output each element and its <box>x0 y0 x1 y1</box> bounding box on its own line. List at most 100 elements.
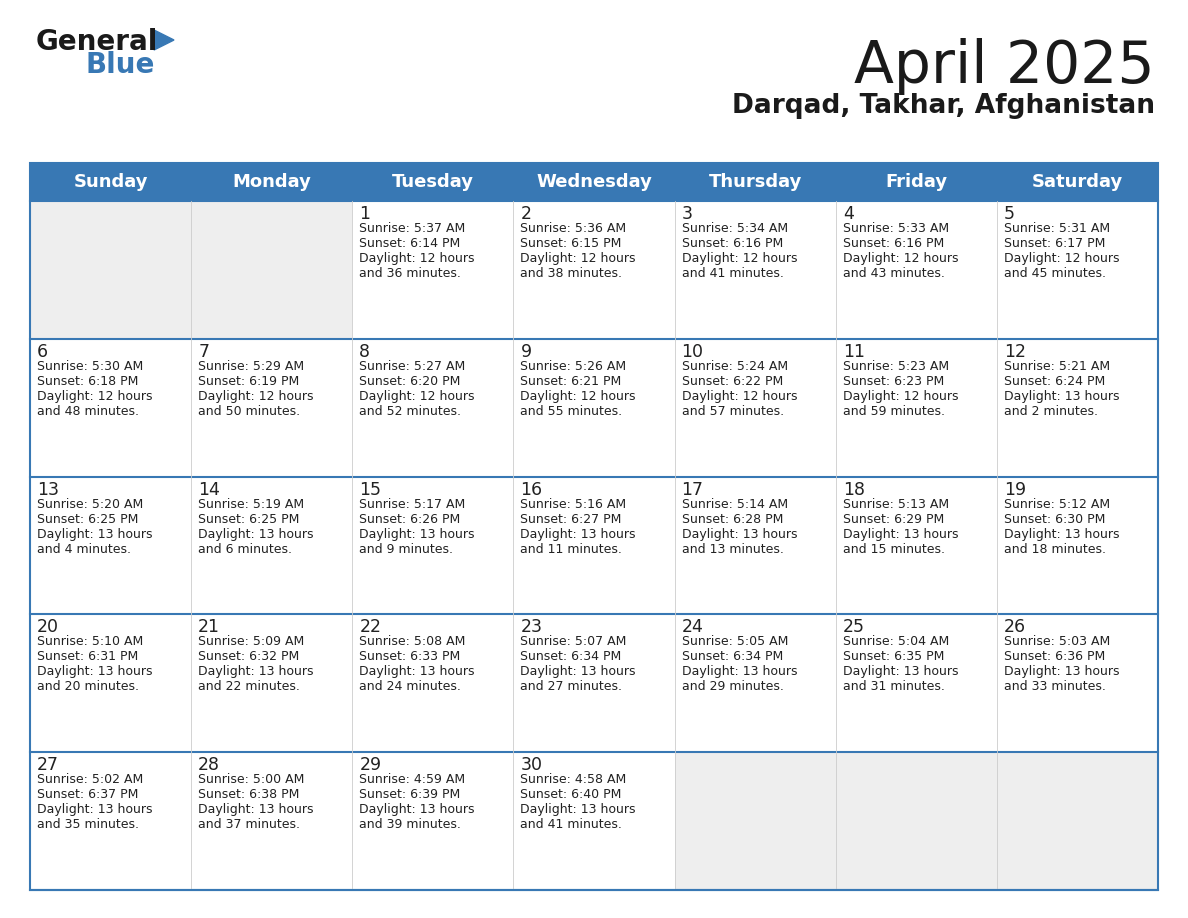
Text: Sunrise: 5:26 AM: Sunrise: 5:26 AM <box>520 360 626 373</box>
Bar <box>353 476 513 614</box>
Text: Sunset: 6:39 PM: Sunset: 6:39 PM <box>359 789 461 801</box>
Text: Sunset: 6:16 PM: Sunset: 6:16 PM <box>842 237 944 250</box>
Text: 24: 24 <box>682 619 703 636</box>
Bar <box>30 614 191 752</box>
Text: Daylight: 13 hours: Daylight: 13 hours <box>520 528 636 541</box>
Text: and 4 minutes.: and 4 minutes. <box>37 543 131 555</box>
Text: and 13 minutes.: and 13 minutes. <box>682 543 783 555</box>
Text: and 15 minutes.: and 15 minutes. <box>842 543 944 555</box>
Bar <box>30 201 191 339</box>
Bar <box>30 476 191 614</box>
Text: and 11 minutes.: and 11 minutes. <box>520 543 623 555</box>
Text: Daylight: 12 hours: Daylight: 12 hours <box>1004 252 1119 265</box>
Text: and 27 minutes.: and 27 minutes. <box>520 680 623 693</box>
Text: Sunset: 6:17 PM: Sunset: 6:17 PM <box>1004 237 1105 250</box>
Bar <box>675 339 835 476</box>
Text: Daylight: 13 hours: Daylight: 13 hours <box>1004 528 1119 541</box>
Text: Sunset: 6:29 PM: Sunset: 6:29 PM <box>842 512 944 526</box>
Text: 8: 8 <box>359 342 371 361</box>
Text: 14: 14 <box>198 481 220 498</box>
Text: and 38 minutes.: and 38 minutes. <box>520 267 623 280</box>
Text: and 33 minutes.: and 33 minutes. <box>1004 680 1106 693</box>
Text: April 2025: April 2025 <box>854 38 1155 95</box>
Text: 11: 11 <box>842 342 865 361</box>
Text: Sunrise: 5:20 AM: Sunrise: 5:20 AM <box>37 498 144 510</box>
Text: and 31 minutes.: and 31 minutes. <box>842 680 944 693</box>
Text: Sunset: 6:19 PM: Sunset: 6:19 PM <box>198 375 299 387</box>
Text: Daylight: 13 hours: Daylight: 13 hours <box>842 528 959 541</box>
Text: and 20 minutes.: and 20 minutes. <box>37 680 139 693</box>
Bar <box>835 476 997 614</box>
Text: 26: 26 <box>1004 619 1026 636</box>
Text: Sunset: 6:18 PM: Sunset: 6:18 PM <box>37 375 138 387</box>
Text: Sunrise: 5:30 AM: Sunrise: 5:30 AM <box>37 360 144 373</box>
Text: Sunset: 6:26 PM: Sunset: 6:26 PM <box>359 512 461 526</box>
Text: 1: 1 <box>359 205 371 223</box>
Text: 9: 9 <box>520 342 531 361</box>
Text: Daylight: 12 hours: Daylight: 12 hours <box>359 390 475 403</box>
Text: Sunrise: 5:12 AM: Sunrise: 5:12 AM <box>1004 498 1110 510</box>
Bar <box>675 752 835 890</box>
Text: and 55 minutes.: and 55 minutes. <box>520 405 623 418</box>
Text: 30: 30 <box>520 756 543 774</box>
Text: 17: 17 <box>682 481 703 498</box>
Text: and 2 minutes.: and 2 minutes. <box>1004 405 1098 418</box>
Text: 5: 5 <box>1004 205 1015 223</box>
Text: Daylight: 13 hours: Daylight: 13 hours <box>520 803 636 816</box>
Text: Daylight: 13 hours: Daylight: 13 hours <box>682 528 797 541</box>
Text: Sunset: 6:37 PM: Sunset: 6:37 PM <box>37 789 138 801</box>
Text: 18: 18 <box>842 481 865 498</box>
Text: Sunset: 6:36 PM: Sunset: 6:36 PM <box>1004 650 1105 664</box>
Text: Daylight: 12 hours: Daylight: 12 hours <box>682 252 797 265</box>
Bar <box>513 614 675 752</box>
Text: and 24 minutes.: and 24 minutes. <box>359 680 461 693</box>
Text: Sunset: 6:16 PM: Sunset: 6:16 PM <box>682 237 783 250</box>
Text: Sunrise: 5:33 AM: Sunrise: 5:33 AM <box>842 222 949 235</box>
Text: Sunrise: 5:08 AM: Sunrise: 5:08 AM <box>359 635 466 648</box>
Text: Sunrise: 4:58 AM: Sunrise: 4:58 AM <box>520 773 627 786</box>
Bar <box>997 201 1158 339</box>
Text: Daylight: 12 hours: Daylight: 12 hours <box>37 390 152 403</box>
Text: and 36 minutes.: and 36 minutes. <box>359 267 461 280</box>
Bar <box>997 752 1158 890</box>
Text: Darqad, Takhar, Afghanistan: Darqad, Takhar, Afghanistan <box>732 93 1155 119</box>
Text: Sunset: 6:31 PM: Sunset: 6:31 PM <box>37 650 138 664</box>
Text: 2: 2 <box>520 205 531 223</box>
Text: Blue: Blue <box>86 51 156 79</box>
Text: and 9 minutes.: and 9 minutes. <box>359 543 454 555</box>
Text: Sunrise: 5:03 AM: Sunrise: 5:03 AM <box>1004 635 1110 648</box>
Text: General: General <box>36 28 158 56</box>
Text: 27: 27 <box>37 756 59 774</box>
Text: Sunset: 6:34 PM: Sunset: 6:34 PM <box>520 650 621 664</box>
Text: Sunrise: 5:16 AM: Sunrise: 5:16 AM <box>520 498 626 510</box>
Text: Sunset: 6:22 PM: Sunset: 6:22 PM <box>682 375 783 387</box>
Text: 7: 7 <box>198 342 209 361</box>
Text: Sunset: 6:25 PM: Sunset: 6:25 PM <box>198 512 299 526</box>
Text: Daylight: 13 hours: Daylight: 13 hours <box>359 666 475 678</box>
Bar <box>835 752 997 890</box>
Text: Sunrise: 5:24 AM: Sunrise: 5:24 AM <box>682 360 788 373</box>
Text: 3: 3 <box>682 205 693 223</box>
Bar <box>835 614 997 752</box>
Text: 22: 22 <box>359 619 381 636</box>
Bar <box>30 163 1158 890</box>
Text: Sunrise: 5:05 AM: Sunrise: 5:05 AM <box>682 635 788 648</box>
Text: Daylight: 13 hours: Daylight: 13 hours <box>198 666 314 678</box>
Text: Sunrise: 5:21 AM: Sunrise: 5:21 AM <box>1004 360 1110 373</box>
Bar <box>513 339 675 476</box>
Text: 29: 29 <box>359 756 381 774</box>
Text: Sunrise: 4:59 AM: Sunrise: 4:59 AM <box>359 773 466 786</box>
Bar <box>191 752 353 890</box>
Text: and 43 minutes.: and 43 minutes. <box>842 267 944 280</box>
Text: 21: 21 <box>198 619 220 636</box>
Text: Sunday: Sunday <box>74 173 147 191</box>
Text: Daylight: 12 hours: Daylight: 12 hours <box>198 390 314 403</box>
Text: and 37 minutes.: and 37 minutes. <box>198 818 301 831</box>
Bar <box>835 201 997 339</box>
Polygon shape <box>154 30 173 50</box>
Text: Thursday: Thursday <box>708 173 802 191</box>
Bar <box>30 339 191 476</box>
Text: 19: 19 <box>1004 481 1026 498</box>
Bar <box>191 476 353 614</box>
Text: Daylight: 13 hours: Daylight: 13 hours <box>37 528 152 541</box>
